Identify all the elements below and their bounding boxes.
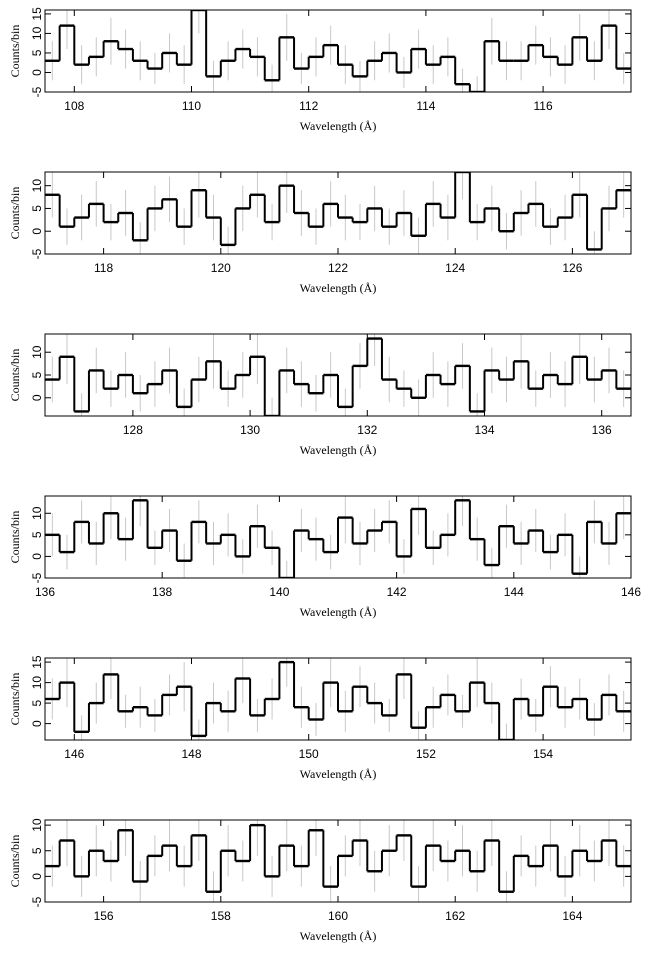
x-tick-label: 142 (387, 585, 407, 599)
x-tick-label: 118 (94, 261, 113, 275)
x-axis-label: Wavelength (Å) (300, 119, 377, 133)
x-tick-label: 138 (152, 585, 172, 599)
x-tick-label: 146 (64, 747, 84, 761)
y-tick-label: 5 (30, 49, 44, 56)
plot-area (45, 172, 631, 254)
x-tick-label: 148 (181, 747, 201, 761)
x-tick-label: 150 (299, 747, 319, 761)
x-tick-label: 154 (533, 747, 553, 761)
x-tick-label: 156 (94, 909, 114, 923)
x-tick-label: 144 (504, 585, 524, 599)
x-tick-label: 120 (211, 261, 231, 275)
x-tick-label: 114 (416, 99, 435, 113)
x-tick-label: 136 (592, 423, 612, 437)
x-tick-label: 136 (35, 585, 55, 599)
x-tick-label: 108 (64, 99, 84, 113)
x-tick-label: 132 (357, 423, 377, 437)
y-tick-label: 10 (30, 818, 44, 832)
frame (44, 495, 632, 579)
frame (44, 657, 632, 741)
x-axis-label: Wavelength (Å) (300, 281, 377, 295)
y-tick-label: 0 (30, 873, 44, 880)
x-tick-label: 146 (621, 585, 641, 599)
y-axis-label: Counts/bin (8, 187, 22, 240)
x-tick-label: 122 (328, 261, 348, 275)
y-tick-label: -5 (30, 572, 44, 583)
y-tick-label: -5 (30, 86, 44, 97)
y-tick-label: 15 (30, 655, 44, 669)
x-axis-label: Wavelength (Å) (300, 605, 377, 619)
y-tick-label: 5 (30, 699, 44, 706)
y-tick-label: 10 (30, 676, 44, 690)
plot-area (45, 10, 631, 92)
y-tick-label: -5 (30, 896, 44, 907)
y-tick-label: 0 (30, 553, 44, 560)
y-tick-label: 0 (30, 394, 44, 401)
plot-area (45, 820, 631, 902)
y-tick-label: 0 (30, 720, 44, 727)
x-axis-label: Wavelength (Å) (300, 929, 377, 943)
y-tick-label: 5 (30, 847, 44, 854)
x-tick-label: 128 (123, 423, 143, 437)
x-tick-label: 164 (562, 909, 582, 923)
x-tick-label: 152 (416, 747, 436, 761)
y-tick-label: 5 (30, 205, 44, 212)
x-axis-label: Wavelength (Å) (300, 443, 377, 457)
x-axis-label: Wavelength (Å) (300, 767, 377, 781)
x-tick-label: 130 (240, 423, 260, 437)
y-tick-label: 10 (30, 26, 44, 40)
y-tick-label: -5 (30, 248, 44, 259)
y-axis-label: Counts/bin (8, 25, 22, 78)
x-tick-label: 160 (328, 909, 348, 923)
y-axis-label: Counts/bin (8, 511, 22, 564)
y-axis-label: Counts/bin (8, 835, 22, 888)
y-tick-label: 0 (30, 228, 44, 235)
y-tick-label: 10 (30, 506, 44, 520)
x-tick-label: 126 (562, 261, 582, 275)
x-tick-label: 162 (445, 909, 465, 923)
plot-area (45, 334, 631, 416)
x-tick-label: 124 (445, 261, 465, 275)
x-tick-label: 134 (474, 423, 494, 437)
x-tick-label: 140 (269, 585, 289, 599)
plot-area (45, 658, 631, 740)
y-axis-label: Counts/bin (8, 673, 22, 726)
y-axis-label: Counts/bin (8, 349, 22, 402)
x-tick-label: 112 (299, 99, 318, 113)
y-tick-label: 15 (30, 7, 44, 21)
plot-area (45, 496, 631, 578)
x-tick-label: 110 (182, 99, 201, 113)
frame (44, 9, 632, 93)
y-tick-label: 10 (30, 345, 44, 359)
y-tick-label: 5 (30, 371, 44, 378)
y-tick-label: 0 (30, 69, 44, 76)
y-tick-label: 10 (30, 179, 44, 193)
x-tick-label: 116 (534, 99, 553, 113)
x-tick-label: 158 (211, 909, 231, 923)
y-tick-label: 5 (30, 531, 44, 538)
